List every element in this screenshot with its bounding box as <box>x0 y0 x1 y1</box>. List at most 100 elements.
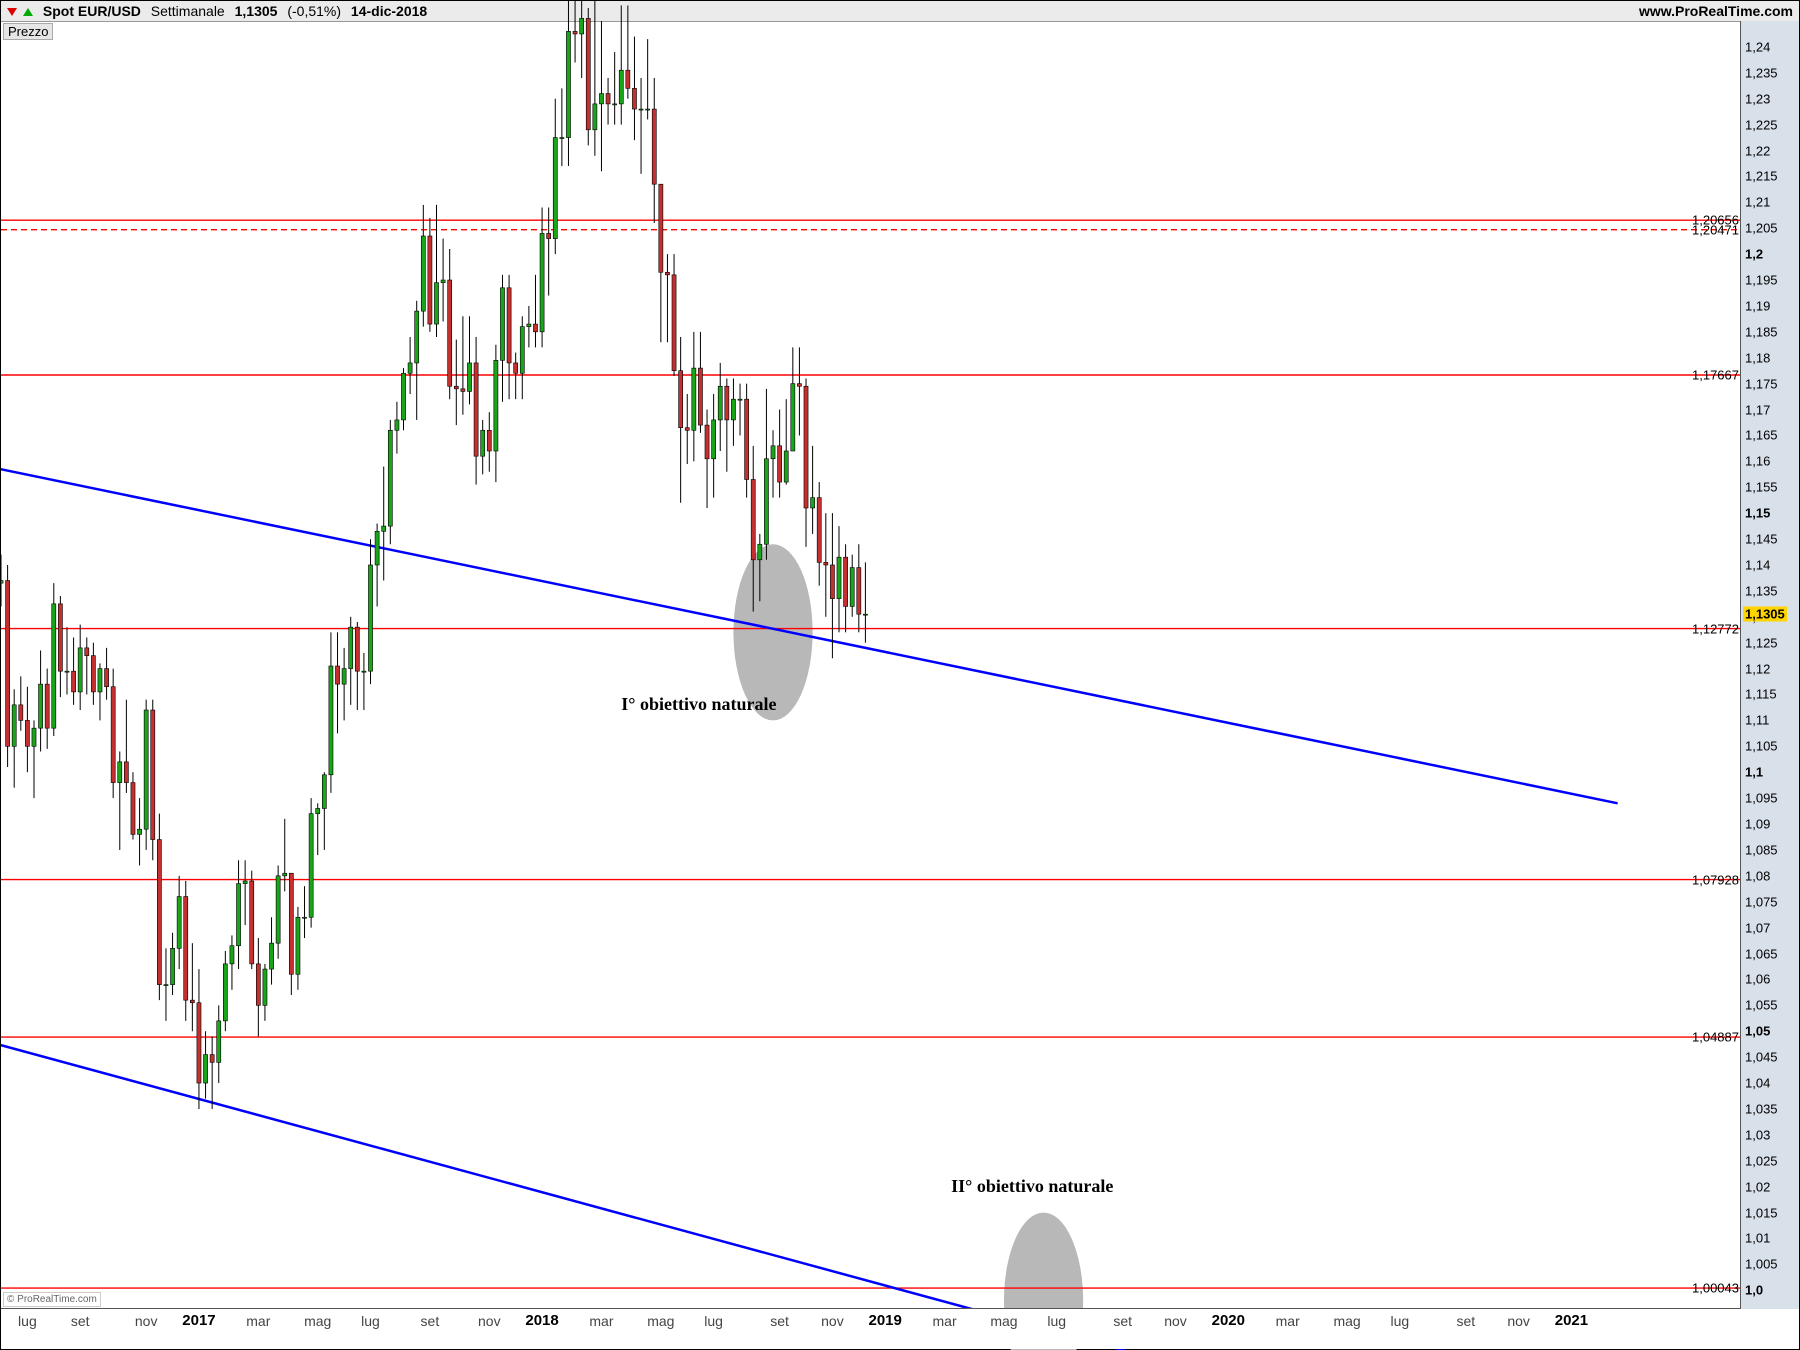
candle-body[interactable] <box>474 363 478 456</box>
candle-body[interactable] <box>283 873 287 876</box>
candle-body[interactable] <box>349 627 353 668</box>
candle-body[interactable] <box>25 720 29 746</box>
candle-body[interactable] <box>599 94 603 104</box>
candle-body[interactable] <box>448 280 452 386</box>
candle-body[interactable] <box>190 1000 194 1003</box>
candle-body[interactable] <box>39 684 43 728</box>
candle-body[interactable] <box>177 897 181 949</box>
candle-body[interactable] <box>619 70 623 104</box>
candle-body[interactable] <box>289 873 293 974</box>
candle-body[interactable] <box>58 604 62 671</box>
candle-body[interactable] <box>811 498 815 508</box>
candle-body[interactable] <box>698 368 702 425</box>
candle-body[interactable] <box>467 363 471 391</box>
candle-body[interactable] <box>375 531 379 565</box>
candle-body[interactable] <box>105 669 109 687</box>
candle-body[interactable] <box>434 283 438 324</box>
candle-body[interactable] <box>302 917 306 918</box>
candle-body[interactable] <box>632 88 636 109</box>
candle-body[interactable] <box>1 581 3 584</box>
candle-body[interactable] <box>230 946 234 964</box>
candle-body[interactable] <box>566 31 570 137</box>
candle-body[interactable] <box>296 917 300 974</box>
candle-body[interactable] <box>705 425 709 459</box>
candle-body[interactable] <box>540 233 544 331</box>
y-axis[interactable]: 1,241,2351,231,2251,221,2151,211,2051,21… <box>1740 21 1799 1309</box>
candle-body[interactable] <box>236 884 240 946</box>
candle-body[interactable] <box>217 1021 221 1062</box>
candle-body[interactable] <box>197 1003 201 1083</box>
candle-body[interactable] <box>771 446 775 459</box>
candle-body[interactable] <box>52 604 56 728</box>
candle-body[interactable] <box>388 430 392 526</box>
candle-body[interactable] <box>593 104 597 130</box>
candle-body[interactable] <box>269 943 273 969</box>
candle-body[interactable] <box>494 360 498 451</box>
candle-body[interactable] <box>857 568 861 615</box>
candle-body[interactable] <box>500 288 504 361</box>
candle-body[interactable] <box>256 964 260 1005</box>
candle-body[interactable] <box>98 669 102 692</box>
candle-body[interactable] <box>171 948 175 984</box>
candle-body[interactable] <box>355 627 359 671</box>
candle-body[interactable] <box>514 363 518 373</box>
candle-body[interactable] <box>368 565 372 671</box>
candle-body[interactable] <box>646 109 650 110</box>
candle-body[interactable] <box>580 18 584 34</box>
candle-body[interactable] <box>863 614 867 615</box>
candle-body[interactable] <box>72 671 76 692</box>
candle-body[interactable] <box>626 70 630 88</box>
candle-body[interactable] <box>481 430 485 456</box>
candle-body[interactable] <box>606 94 610 104</box>
candle-body[interactable] <box>19 705 23 721</box>
candle-body[interactable] <box>408 363 412 373</box>
candle-body[interactable] <box>784 451 788 482</box>
candle-body[interactable] <box>797 384 801 387</box>
candle-body[interactable] <box>553 138 557 239</box>
candle-body[interactable] <box>421 236 425 311</box>
candle-body[interactable] <box>164 985 168 986</box>
candle-body[interactable] <box>401 373 405 420</box>
candle-body[interactable] <box>32 728 36 746</box>
candle-body[interactable] <box>124 762 128 783</box>
candle-body[interactable] <box>791 384 795 451</box>
candle-body[interactable] <box>223 964 227 1021</box>
candle-body[interactable] <box>428 236 432 324</box>
candle-body[interactable] <box>844 557 848 606</box>
candle-body[interactable] <box>751 479 755 559</box>
candle-body[interactable] <box>138 829 142 834</box>
candle-body[interactable] <box>712 420 716 459</box>
candle-body[interactable] <box>461 389 465 392</box>
candle-body[interactable] <box>560 138 564 139</box>
candle-body[interactable] <box>804 386 808 508</box>
candle-body[interactable] <box>679 371 683 428</box>
candle-body[interactable] <box>157 840 161 985</box>
candle-body[interactable] <box>652 109 656 184</box>
candle-body[interactable] <box>395 420 399 430</box>
candle-body[interactable] <box>362 671 366 672</box>
candle-body[interactable] <box>738 399 742 400</box>
candle-body[interactable] <box>111 687 115 783</box>
candle-body[interactable] <box>731 399 735 420</box>
candle-body[interactable] <box>665 272 669 275</box>
candle-body[interactable] <box>329 666 333 775</box>
candle-body[interactable] <box>441 280 445 283</box>
candle-body[interactable] <box>824 562 828 565</box>
candle-body[interactable] <box>817 498 821 563</box>
candle-body[interactable] <box>487 430 491 451</box>
candle-body[interactable] <box>672 275 676 371</box>
candle-body[interactable] <box>639 109 643 110</box>
candle-body[interactable] <box>342 669 346 685</box>
candle-body[interactable] <box>118 762 122 783</box>
candle-body[interactable] <box>382 526 386 531</box>
candle-body[interactable] <box>263 969 267 1005</box>
candle-body[interactable] <box>533 324 537 332</box>
candle-body[interactable] <box>316 808 320 813</box>
candle-body[interactable] <box>745 399 749 479</box>
candle-body[interactable] <box>830 565 834 599</box>
candle-body[interactable] <box>131 783 135 835</box>
candle-body[interactable] <box>45 684 49 728</box>
candle-body[interactable] <box>85 648 89 656</box>
candle-body[interactable] <box>547 233 551 238</box>
candle-body[interactable] <box>454 386 458 389</box>
